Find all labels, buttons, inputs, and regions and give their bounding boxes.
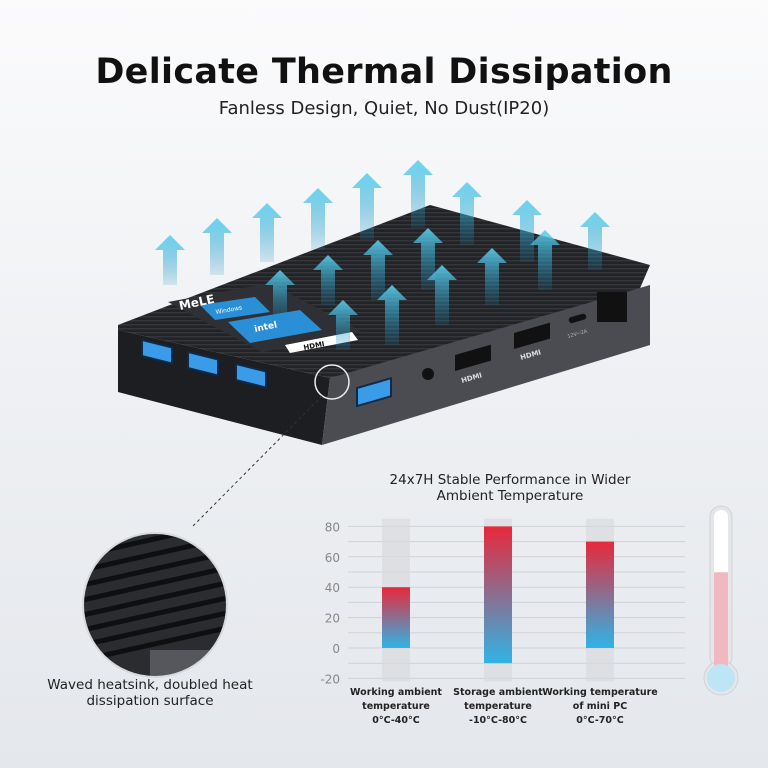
category-name: Storage ambient temperature (453, 687, 543, 712)
category-label-0: Working ambient temperature 0°C-40°C (336, 686, 456, 728)
bar-2 (586, 541, 614, 648)
windows-badge: Windows (215, 304, 243, 316)
airflow-arrow-icon (202, 218, 232, 275)
category-name: Working temperature of mini PC (542, 687, 658, 712)
hdmi-port (455, 344, 491, 371)
airflow-arrow-icon (155, 235, 185, 285)
bar-1 (484, 526, 512, 664)
airflow-arrow-icon (352, 173, 382, 240)
thermometer-icon (703, 505, 739, 696)
airflow-arrow-icon (303, 188, 333, 250)
hdmi-port (514, 322, 550, 349)
usb-port-icon (141, 338, 173, 365)
page-subtitle: Fanless Design, Quiet, No Dust(IP20) (218, 98, 550, 119)
y-tick-label: 0 (332, 642, 340, 656)
device-right-side (322, 285, 650, 445)
zoom-leader-line (191, 395, 323, 528)
hdmi-badge: HDMI (303, 340, 325, 352)
usb-port-icon (187, 350, 219, 377)
y-tick-label: 80 (325, 520, 340, 534)
airflow-arrow-icon (512, 200, 542, 262)
y-tick-label: 60 (325, 551, 340, 565)
y-tick-label: 40 (325, 581, 340, 595)
airflow-arrows (155, 160, 610, 350)
bar-0 (382, 587, 410, 648)
airflow-arrow-icon (477, 248, 507, 305)
temperature-chart: 80 60 40 20 0 -20 (320, 518, 685, 686)
intel-badge: intel (254, 320, 279, 335)
airflow-arrow-icon (413, 228, 443, 290)
category-range: 0°C-70°C (576, 715, 624, 726)
usb-port-icon (235, 362, 267, 389)
airflow-arrow-icon (580, 212, 610, 270)
category-name: Working ambient temperature (350, 687, 442, 712)
zoom-marker (314, 364, 350, 400)
airflow-arrow-icon (427, 265, 457, 325)
airflow-arrow-icon (313, 255, 343, 305)
brand-sticker (168, 283, 362, 353)
airflow-arrow-icon (530, 230, 560, 290)
airflow-arrow-icon (252, 203, 282, 262)
category-range: -10°C-80°C (469, 715, 527, 726)
page-title: Delicate Thermal Dissipation (95, 52, 673, 92)
airflow-arrow-icon (452, 182, 482, 245)
y-tick-label: -20 (320, 672, 340, 686)
airflow-arrow-icon (403, 160, 433, 228)
heatsink-detail-frame (82, 532, 228, 678)
airflow-arrow-icon (377, 285, 407, 345)
ethernet-icon (597, 292, 627, 322)
headphone-icon (422, 368, 434, 380)
thermometer-fill (714, 572, 728, 676)
category-label-2: Working temperature of mini PC 0°C-70°C (540, 686, 660, 728)
heatsink-caption: Waved heatsink, doubled heat dissipation… (47, 677, 253, 709)
category-label-1: Storage ambient temperature -10°C-80°C (438, 686, 558, 728)
chart-title: 24x7H Stable Performance in Wider Ambien… (389, 472, 631, 504)
usb-port-icon (356, 376, 392, 408)
airflow-arrow-icon (328, 300, 358, 350)
category-range: 0°C-40°C (372, 715, 420, 726)
power-label: 12V⎓2A (567, 328, 589, 340)
usb-c-port (568, 313, 587, 324)
airflow-arrow-icon (363, 240, 393, 300)
airflow-arrow-icon (265, 270, 295, 320)
heatsink-detail (83, 533, 227, 677)
y-tick-label: 20 (325, 612, 340, 626)
